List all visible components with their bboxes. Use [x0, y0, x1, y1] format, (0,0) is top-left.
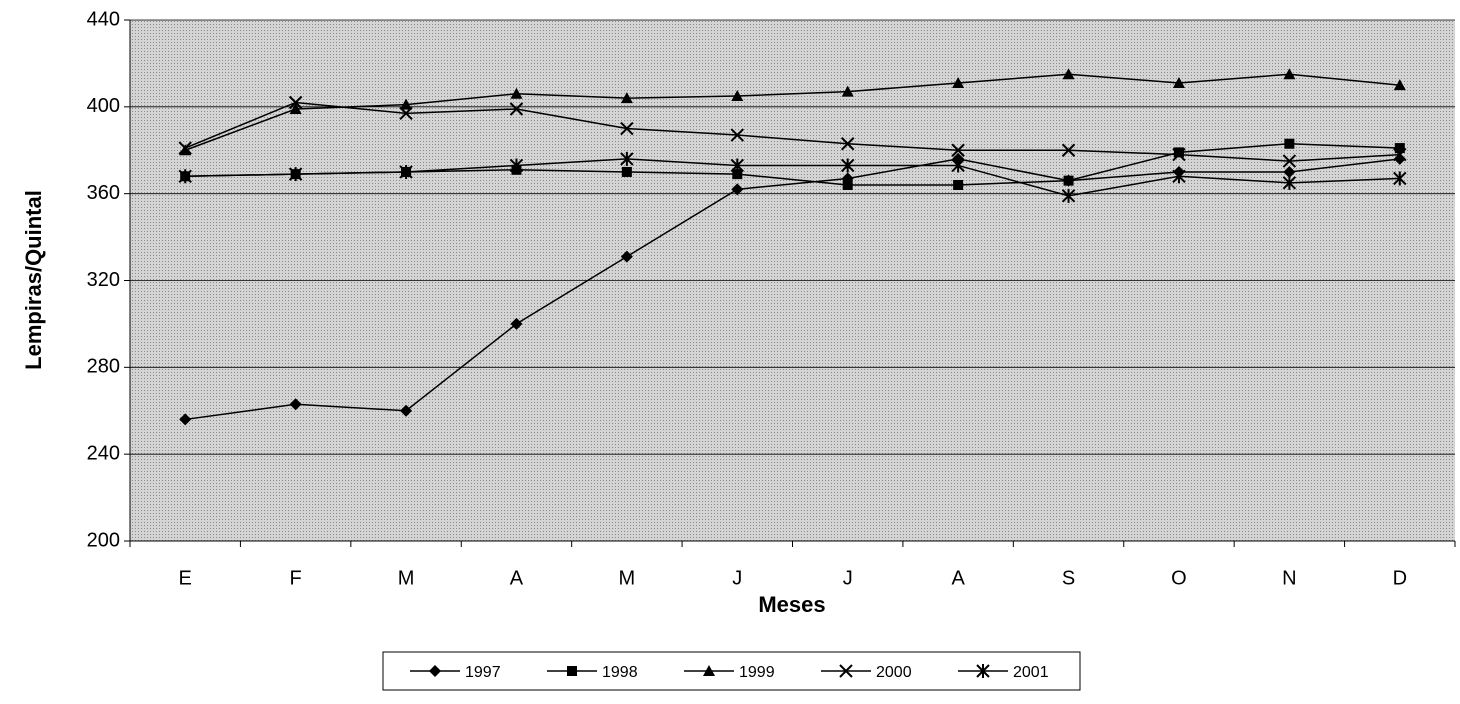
marker	[731, 89, 744, 101]
marker	[1172, 169, 1186, 184]
marker	[732, 169, 743, 180]
x-tick-label: E	[179, 567, 192, 589]
y-tick-label: 240	[87, 442, 120, 464]
marker	[1393, 147, 1407, 162]
y-tick-label: 400	[87, 95, 120, 117]
x-tick-label: J	[732, 567, 742, 589]
marker	[288, 95, 303, 110]
marker	[1061, 188, 1076, 203]
x-tick-label: S	[1062, 567, 1075, 589]
marker	[839, 664, 853, 678]
x-axis-label: Meses	[758, 592, 825, 617]
x-tick-label: D	[1393, 567, 1407, 589]
marker	[288, 167, 303, 182]
marker	[400, 98, 413, 110]
marker	[952, 76, 965, 88]
marker	[1393, 152, 1406, 165]
x-tick-label: M	[619, 567, 636, 589]
legend-label: 1999	[739, 664, 775, 681]
marker	[1282, 175, 1297, 190]
marker	[976, 664, 990, 678]
series-line	[184, 73, 1400, 151]
x-tick-label: A	[510, 567, 524, 589]
marker	[1063, 175, 1074, 186]
marker	[178, 141, 192, 155]
marker	[841, 85, 854, 97]
marker	[621, 166, 632, 177]
y-axis-label: Lempiras/Quintal	[21, 190, 46, 370]
marker	[510, 87, 523, 99]
series-line	[185, 158, 1400, 421]
marker	[703, 665, 715, 676]
marker	[178, 169, 192, 184]
marker	[620, 151, 634, 166]
marker	[399, 106, 413, 121]
marker	[510, 317, 523, 330]
marker	[1172, 147, 1186, 162]
y-tick-label: 440	[87, 8, 120, 30]
marker	[399, 164, 413, 179]
marker	[1393, 79, 1406, 91]
marker	[400, 404, 413, 417]
marker	[841, 137, 855, 151]
y-tick-label: 360	[87, 182, 120, 204]
y-tick-label: 200	[87, 529, 120, 551]
marker	[730, 128, 744, 142]
marker	[1283, 165, 1296, 178]
marker	[289, 398, 302, 411]
marker	[509, 102, 524, 116]
marker	[953, 179, 964, 190]
marker	[1282, 154, 1297, 168]
marker	[1061, 143, 1076, 157]
x-tick-label: N	[1282, 567, 1296, 589]
legend-label: 2000	[876, 664, 912, 681]
x-tick-label: A	[951, 567, 965, 589]
legend-label: 1998	[602, 664, 638, 681]
marker	[1393, 171, 1407, 186]
marker	[429, 665, 441, 677]
marker	[1394, 143, 1405, 154]
marker	[731, 183, 744, 196]
x-tick-label: F	[290, 567, 302, 589]
series-line	[184, 101, 1400, 162]
marker	[1283, 68, 1296, 80]
marker	[842, 179, 853, 190]
series-line	[185, 158, 1400, 197]
x-tick-label: M	[398, 567, 415, 589]
y-tick-label: 280	[87, 356, 120, 378]
marker	[620, 250, 633, 263]
marker	[620, 92, 633, 104]
marker	[620, 121, 634, 136]
marker	[951, 158, 965, 173]
marker	[509, 158, 524, 173]
marker	[289, 103, 302, 115]
marker	[1173, 147, 1184, 158]
legend-label: 2001	[1013, 664, 1049, 681]
marker	[1062, 68, 1075, 80]
y-tick-label: 320	[87, 269, 120, 291]
marker	[179, 413, 192, 426]
legend-label: 1997	[465, 664, 501, 681]
marker	[1284, 138, 1295, 149]
marker	[567, 666, 577, 676]
marker	[841, 158, 855, 173]
marker	[1172, 76, 1185, 88]
x-tick-label: O	[1171, 567, 1187, 589]
marker	[730, 158, 744, 173]
x-tick-label: J	[843, 567, 853, 589]
marker	[951, 143, 965, 157]
marker	[179, 144, 192, 156]
